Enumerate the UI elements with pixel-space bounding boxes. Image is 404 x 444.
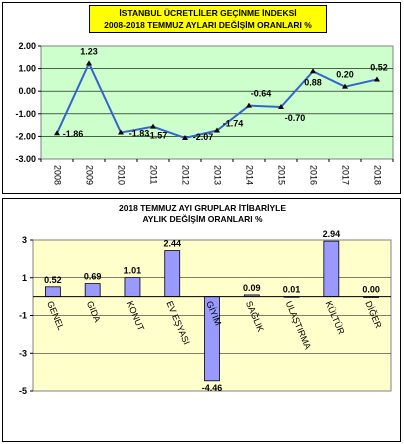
line-y-tick-label: 0.00: [18, 86, 36, 96]
line-point-marker: [214, 127, 220, 133]
line-y-tick-label: -2.00: [15, 131, 36, 141]
line-data-label: -1.57: [147, 131, 168, 141]
bar-chart-subtitle: AYLIK DEĞİŞİM ORANLARI %: [142, 214, 263, 224]
line-x-tick-label: 2012: [181, 165, 191, 185]
bar-chart: 3 1 -1 -3 -5 0.52 0.69 1.01 2.44 -4.46 0.09 0.01 2.9…: [19, 229, 392, 396]
bar: [124, 277, 141, 298]
line-x-tick-label: 2017: [341, 165, 351, 185]
bar-y-tick-label: -3: [19, 348, 27, 358]
line-chart-subtitle: 2008-2018 TEMMUZ AYLARI DEĞİŞİM ORANLARI…: [104, 20, 312, 30]
line-chart: 2.00 1.00 0.00 -1.00 -2.00 -3.00 2008 2009 2010 2…: [15, 41, 394, 185]
line-x-tick-label: 2008: [53, 165, 63, 185]
bar-data-label: 0.09: [243, 283, 261, 293]
line-x-tick-label: 2015: [277, 165, 287, 185]
line-point-marker: [246, 102, 252, 108]
line-x-tick-label: 2013: [213, 165, 223, 185]
line-data-label: -0.70: [285, 113, 306, 123]
bar-data-label: 0.01: [283, 284, 301, 294]
bar-y-tick-label: -1: [19, 311, 27, 321]
line-data-label: -1.74: [223, 119, 244, 129]
line-y-tick-label: 1.00: [18, 64, 36, 74]
bar-y-tick-label: -5: [19, 386, 27, 396]
line-y-tick-label: 2.00: [18, 41, 36, 51]
line-data-label: 0.88: [304, 77, 322, 87]
bar-chart-title: 2018 TEMMUZ AYI GRUPLAR İTİBARİYLE: [118, 203, 287, 213]
line-point-marker: [118, 129, 124, 135]
line-data-label: 0.52: [370, 62, 388, 72]
bar: [84, 283, 101, 298]
bar-data-label: 1.01: [124, 266, 142, 276]
bar-data-label: 0.00: [362, 285, 380, 295]
line-point-marker: [342, 83, 348, 89]
line-x-tick-label: 2010: [117, 165, 127, 185]
line-y-tick-label: -3.00: [15, 154, 36, 164]
line-point-marker: [310, 68, 316, 74]
line-x-tick-label: 2016: [309, 165, 319, 185]
bar-data-label: 2.94: [323, 229, 341, 239]
bar-chart-title-box: 2018 TEMMUZ AYI GRUPLAR İTİBARİYLE AYLIK…: [3, 203, 402, 225]
line-data-label: -0.64: [251, 89, 272, 99]
bar-data-label: 0.69: [84, 272, 102, 282]
bar-y-tick-label: 1: [22, 273, 27, 283]
line-point-marker: [278, 104, 284, 110]
bar-data-label: 2.44: [163, 239, 181, 249]
line-data-label: -1.86: [63, 129, 84, 139]
line-x-tick-label: 2011: [149, 165, 159, 184]
bar: [323, 240, 340, 298]
line-data-label: -1.83: [129, 129, 150, 139]
line-data-label: 1.23: [80, 46, 98, 56]
line-chart-title: İSTANBUL ÜCRETLİLER GEÇİNME İNDEKSİ: [119, 8, 297, 18]
line-point-marker: [54, 130, 60, 136]
line-y-tick-label: -1.00: [15, 109, 36, 119]
line-data-label: 0.20: [336, 70, 354, 80]
line-chart-title-box: İSTANBUL ÜCRETLİLER GEÇİNME İNDEKSİ 2008…: [89, 5, 327, 33]
line-point-marker: [86, 60, 92, 66]
line-chart-panel: İSTANBUL ÜCRETLİLER GEÇİNME İNDEKSİ 2008…: [2, 2, 401, 194]
bar-data-label: -4.46: [202, 383, 223, 393]
bar: [164, 250, 181, 298]
bar-chart-panel: 2018 TEMMUZ AYI GRUPLAR İTİBARİYLE AYLIK…: [2, 198, 401, 442]
line-point-marker: [150, 123, 156, 129]
bar: [44, 286, 61, 298]
bar-data-label: 0.52: [44, 275, 62, 285]
line-plot-area: [40, 45, 394, 160]
bar-y-tick-label: 3: [22, 235, 27, 245]
line-x-tick-label: 2014: [245, 165, 255, 185]
line-x-tick-label: 2018: [373, 165, 383, 185]
line-x-tick-label: 2009: [85, 165, 95, 185]
line-point-marker: [374, 76, 380, 82]
line-point-marker: [182, 134, 188, 140]
line-data-label: -2.07: [193, 132, 214, 142]
